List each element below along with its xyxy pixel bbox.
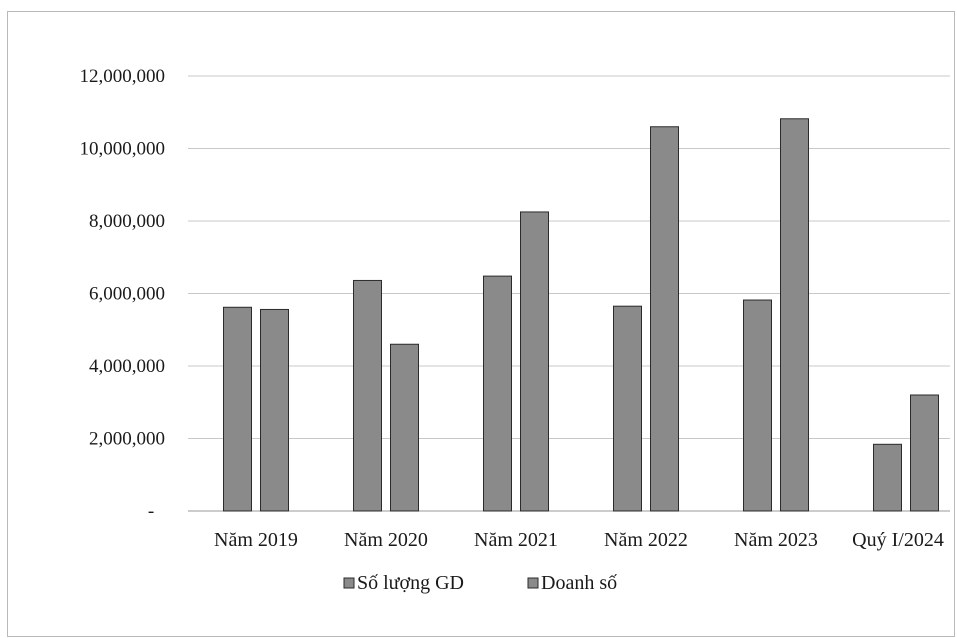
bar-doanh-so-4 xyxy=(780,118,809,512)
legend-swatch xyxy=(343,577,355,589)
bar-doanh-so-3 xyxy=(650,126,679,512)
y-tick-label: 8,000,000 xyxy=(89,211,165,232)
x-category-label: Năm 2023 xyxy=(734,529,818,551)
y-tick-label: 10,000,000 xyxy=(80,139,166,160)
bar-so-luong-gd-3 xyxy=(613,305,642,512)
bar-doanh-so-1 xyxy=(390,343,419,512)
x-category-label: Năm 2021 xyxy=(474,529,558,551)
legend-label: Số lượng GD xyxy=(357,572,464,594)
bar-doanh-so-2 xyxy=(520,211,549,512)
y-tick-label: 2,000,000 xyxy=(89,429,165,450)
x-category-label: Năm 2019 xyxy=(214,529,298,551)
y-tick-label: 12,000,000 xyxy=(80,66,166,87)
y-tick-label: 6,000,000 xyxy=(89,284,165,305)
x-category-label: Quý I/2024 xyxy=(852,529,944,551)
y-tick-label: - xyxy=(148,501,154,522)
x-axis-categories: Năm 2019 Năm 2020 Năm 2021 Năm 2022 Năm 2023… xyxy=(214,529,944,551)
bar-so-luong-gd-0 xyxy=(223,306,252,512)
legend-label: Doanh số xyxy=(541,572,617,594)
bars xyxy=(223,118,939,512)
bar-doanh-so-5 xyxy=(910,394,939,512)
y-axis-ticks: - 2,000,000 4,000,000 6,000,000 8,000,000 10,… xyxy=(80,66,166,522)
bar-so-luong-gd-5 xyxy=(873,443,902,512)
bar-doanh-so-0 xyxy=(260,308,289,512)
bar-so-luong-gd-4 xyxy=(743,299,772,512)
legend: Số lượng GD Doanh số xyxy=(343,572,617,594)
y-tick-label: 4,000,000 xyxy=(89,356,165,377)
x-category-label: Năm 2020 xyxy=(344,529,428,551)
bar-so-luong-gd-2 xyxy=(483,275,512,512)
legend-swatch xyxy=(527,577,539,589)
gridlines xyxy=(188,75,950,512)
x-category-label: Năm 2022 xyxy=(604,529,688,551)
bar-so-luong-gd-1 xyxy=(353,279,382,512)
